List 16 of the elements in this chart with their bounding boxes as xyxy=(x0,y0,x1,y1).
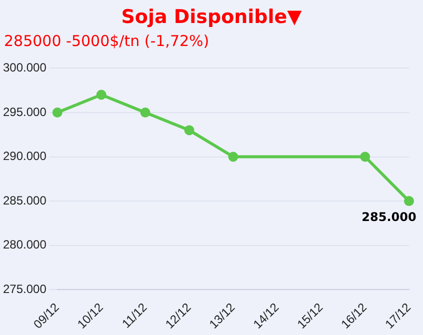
chart-subtitle: 285000 -5000$/tn (-1,72%) xyxy=(4,32,210,50)
point xyxy=(96,90,106,100)
point xyxy=(404,196,414,206)
annotation: 285.000 xyxy=(362,210,416,224)
point xyxy=(360,152,370,162)
y-tick-label: 275.000 xyxy=(2,282,47,296)
chart-title: Soja Disponible▼ xyxy=(120,6,303,28)
y-tick-label: 280.000 xyxy=(2,238,47,252)
point xyxy=(52,107,62,118)
point xyxy=(184,125,194,136)
point xyxy=(140,107,150,118)
y-tick-label: 300.000 xyxy=(2,60,47,75)
y-tick-label: 290.000 xyxy=(2,149,47,164)
y-tick-label: 285.000 xyxy=(2,193,47,208)
point xyxy=(228,152,238,162)
y-tick-label: 295.000 xyxy=(2,104,47,119)
